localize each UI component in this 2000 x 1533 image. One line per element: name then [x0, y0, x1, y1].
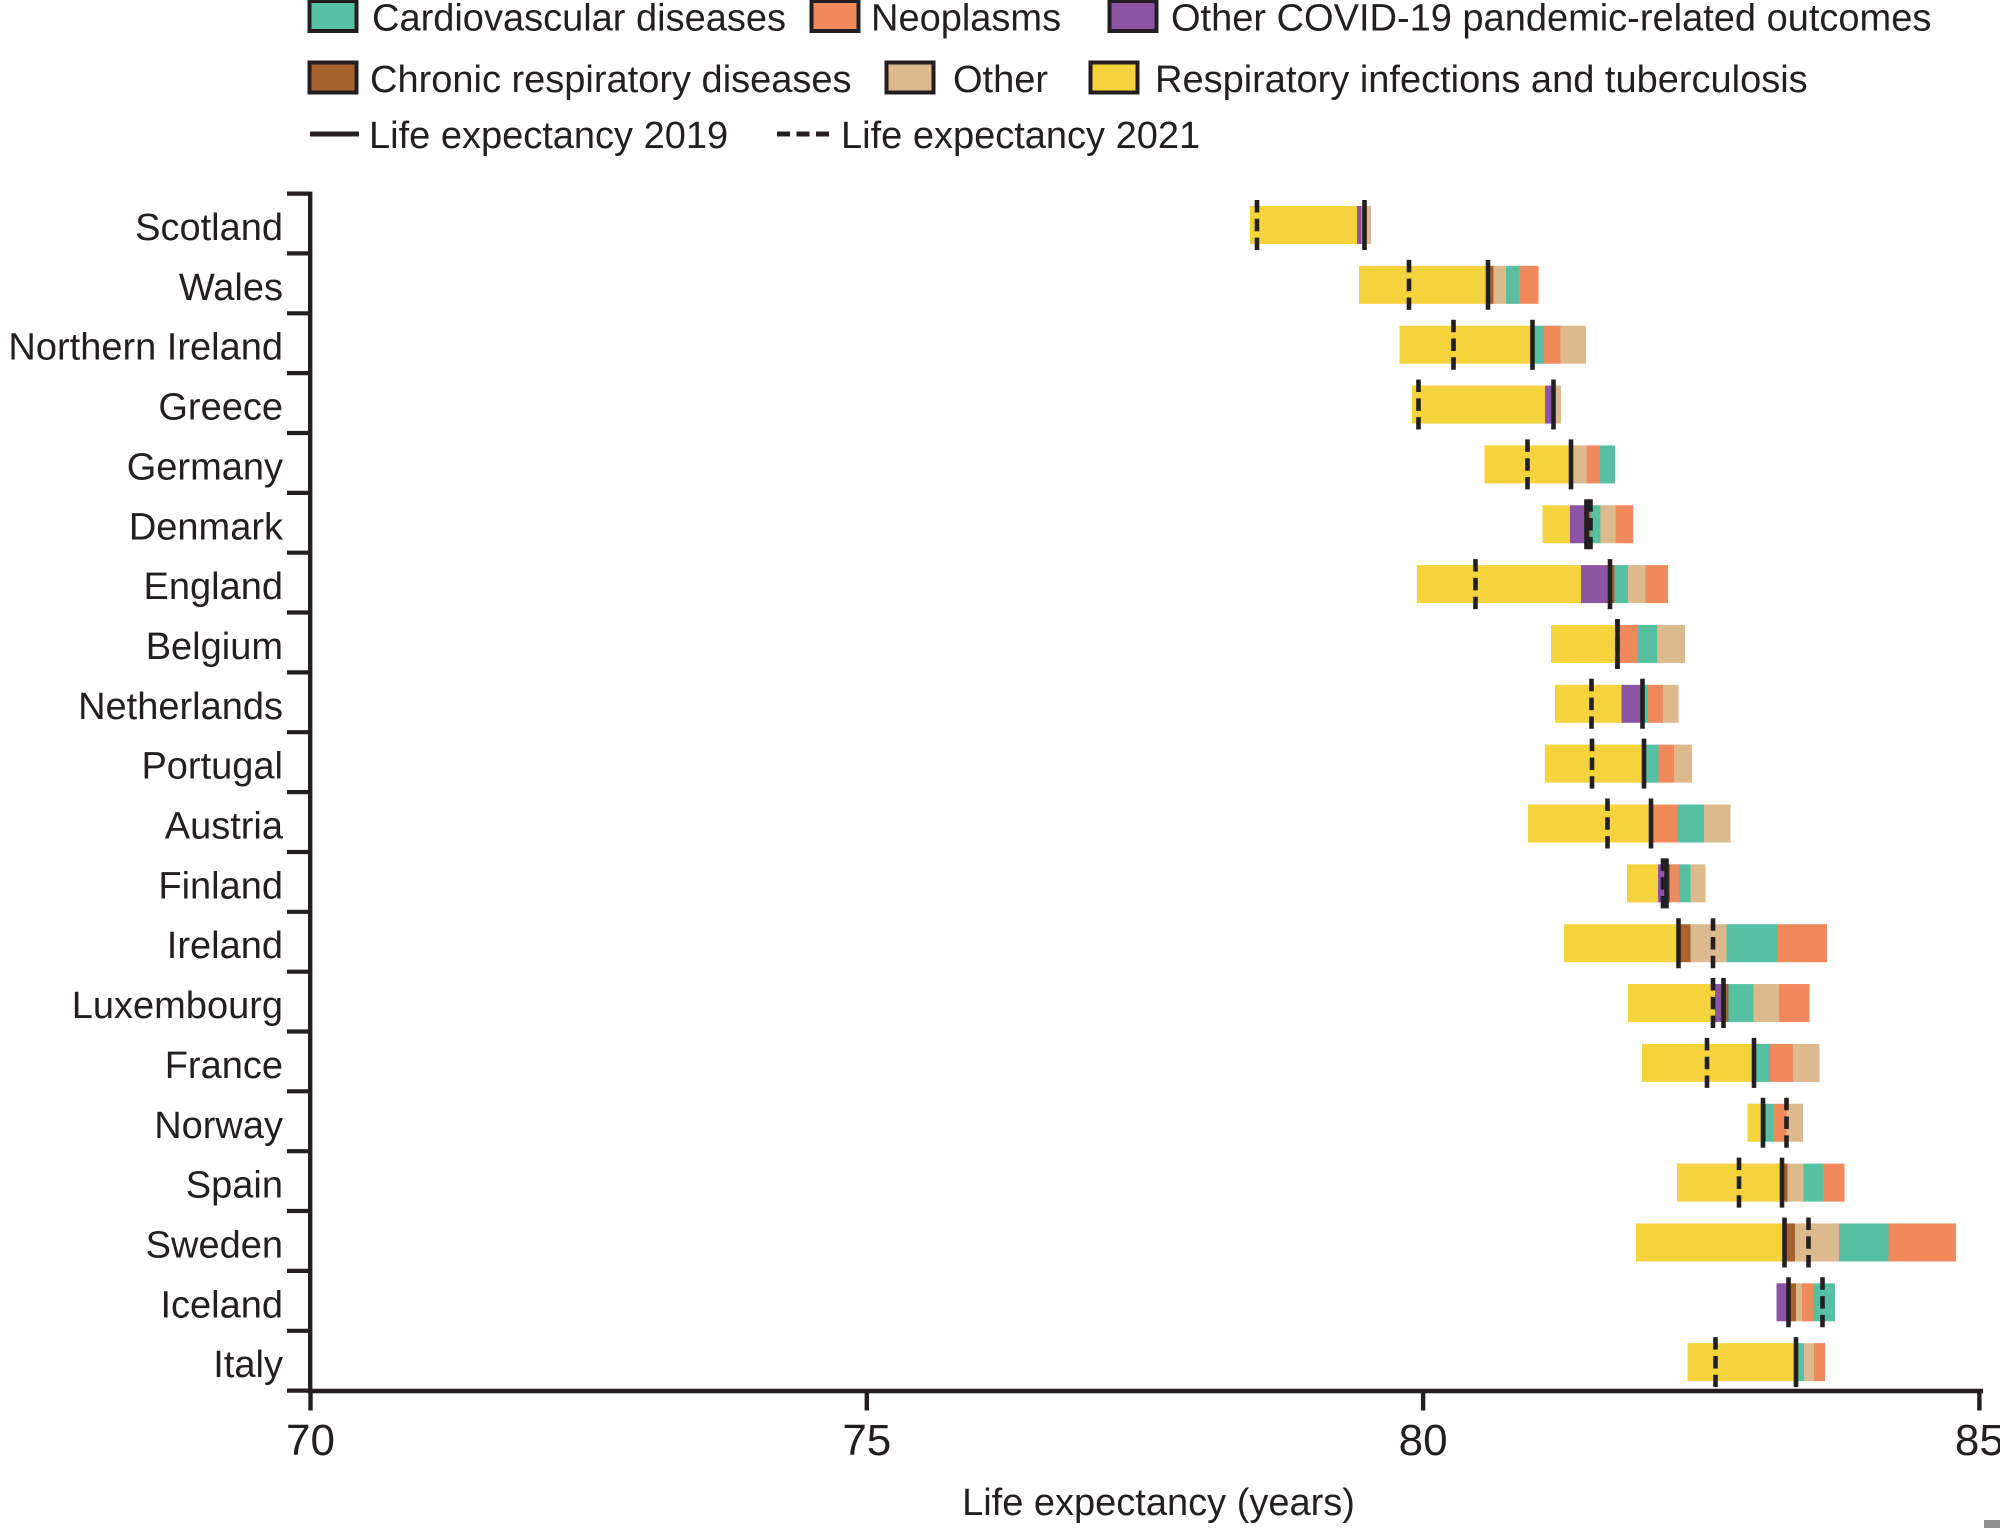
- svg-text:Ireland: Ireland: [167, 925, 283, 967]
- svg-text:Life expectancy 2019: Life expectancy 2019: [369, 115, 728, 157]
- svg-text:Life expectancy (years): Life expectancy (years): [962, 1482, 1355, 1524]
- svg-text:Chronic respiratory diseases: Chronic respiratory diseases: [370, 59, 852, 101]
- svg-text:70: 70: [286, 1416, 335, 1465]
- svg-text:Norway: Norway: [154, 1105, 283, 1147]
- svg-text:Finland: Finland: [158, 865, 283, 907]
- svg-text:France: France: [165, 1045, 283, 1087]
- svg-text:Germany: Germany: [127, 446, 283, 488]
- svg-text:Austria: Austria: [165, 806, 284, 848]
- svg-text:Other COVID-19 pandemic-relate: Other COVID-19 pandemic-related outcomes: [1171, 0, 1931, 40]
- svg-text:Iceland: Iceland: [160, 1284, 283, 1326]
- svg-text:Life expectancy 2021: Life expectancy 2021: [841, 115, 1200, 157]
- svg-text:Scotland: Scotland: [135, 207, 283, 249]
- svg-text:Netherlands: Netherlands: [78, 686, 283, 728]
- svg-text:Neoplasms: Neoplasms: [871, 0, 1061, 40]
- svg-text:Denmark: Denmark: [129, 506, 284, 548]
- svg-text:Italy: Italy: [213, 1344, 283, 1386]
- svg-text:75: 75: [842, 1416, 891, 1465]
- svg-text:Northern Ireland: Northern Ireland: [8, 327, 283, 369]
- svg-text:Spain: Spain: [186, 1165, 283, 1207]
- svg-text:Belgium: Belgium: [146, 626, 283, 668]
- svg-text:Portugal: Portugal: [141, 746, 283, 788]
- svg-text:Other: Other: [953, 59, 1048, 101]
- svg-text:80: 80: [1399, 1416, 1448, 1465]
- svg-text:Greece: Greece: [158, 387, 283, 429]
- svg-text:Respiratory infections and tub: Respiratory infections and tuberculosis: [1155, 59, 1808, 101]
- svg-text:Wales: Wales: [179, 267, 283, 309]
- svg-text:85: 85: [1955, 1416, 2000, 1465]
- svg-text:Sweden: Sweden: [146, 1224, 283, 1266]
- svg-text:England: England: [144, 566, 283, 608]
- svg-text:Cardiovascular diseases: Cardiovascular diseases: [372, 0, 786, 40]
- svg-text:Luxembourg: Luxembourg: [72, 985, 283, 1027]
